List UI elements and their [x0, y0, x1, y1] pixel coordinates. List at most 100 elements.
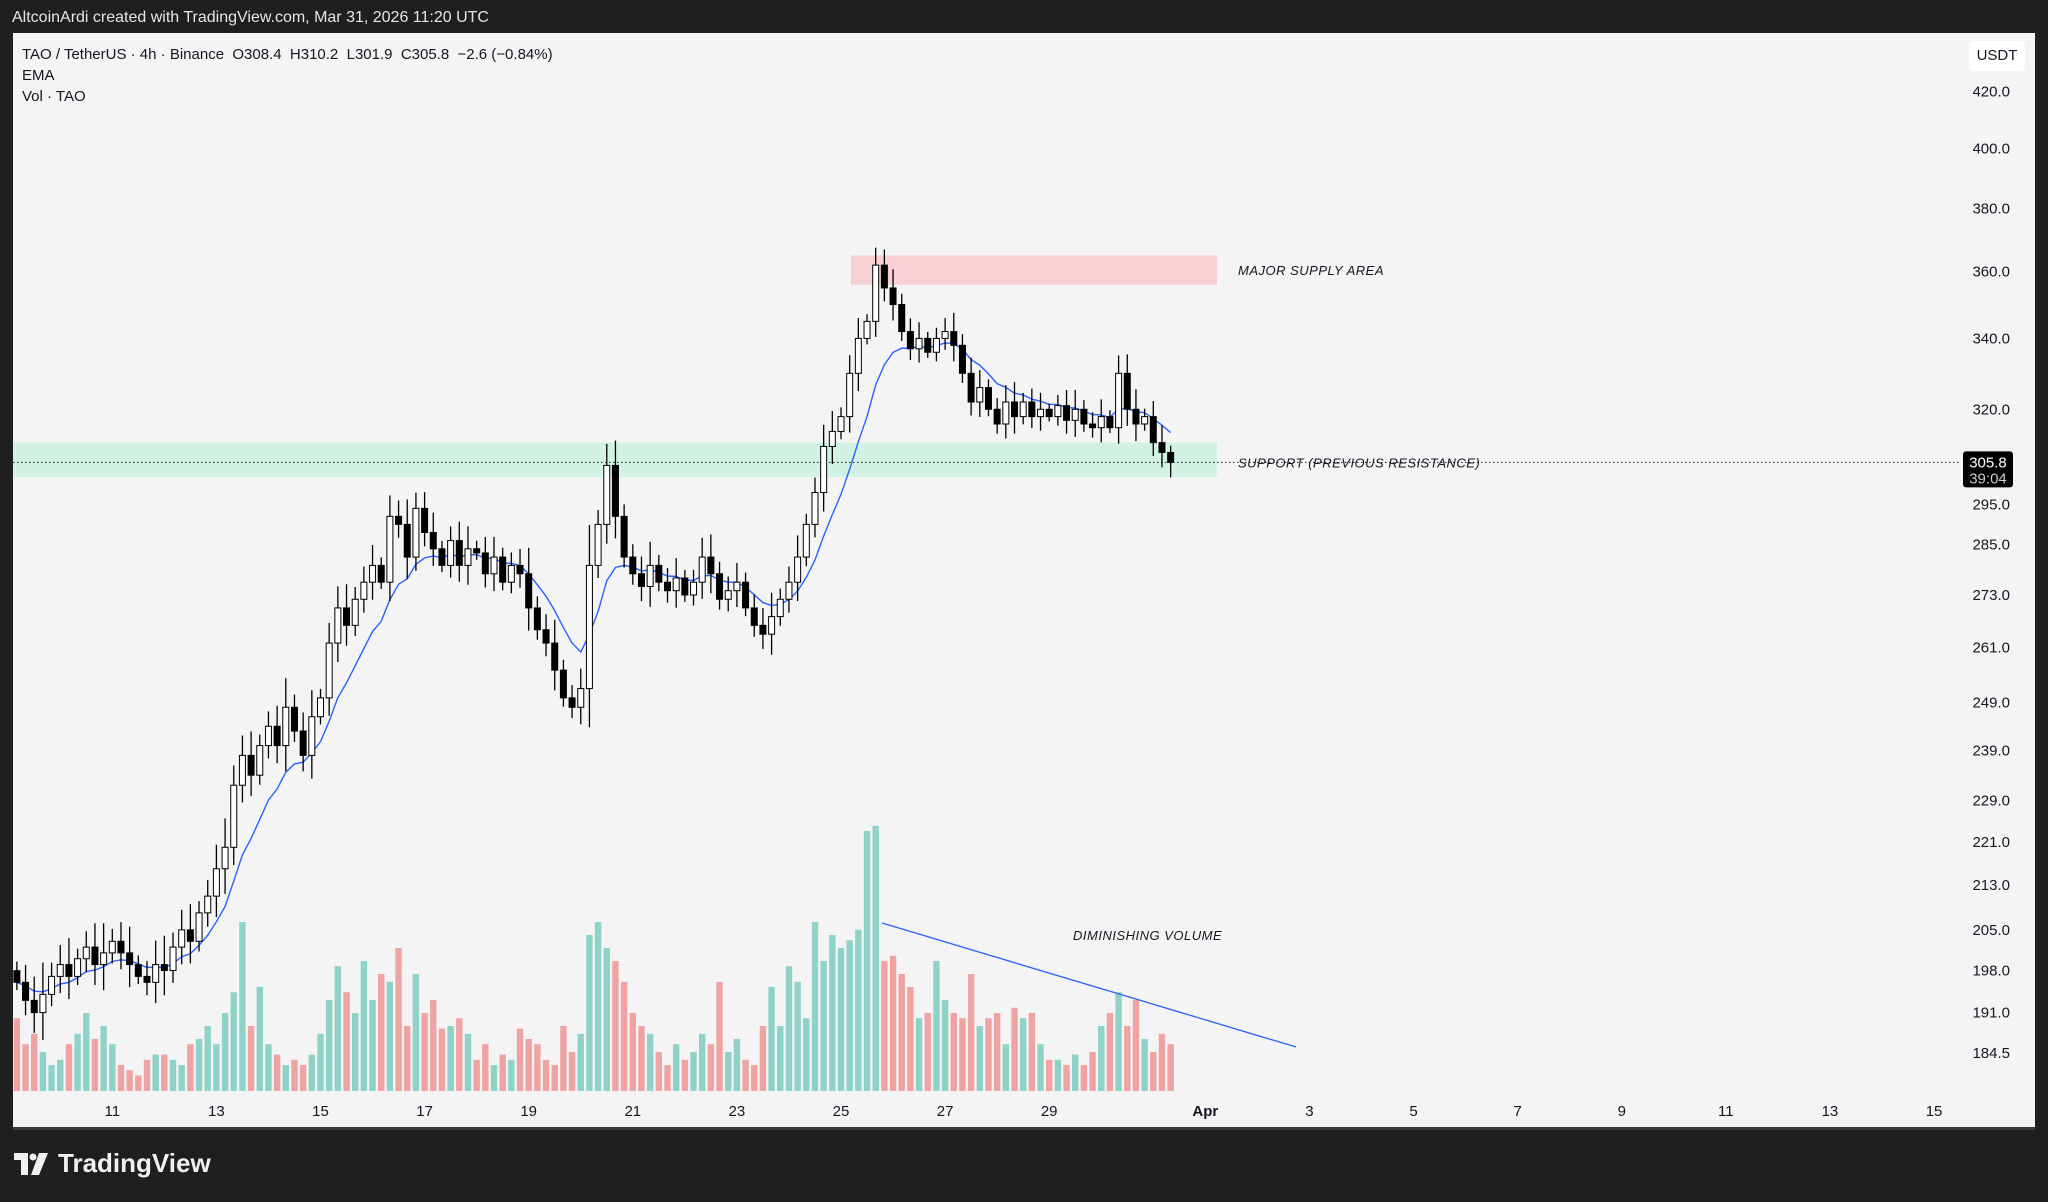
- chart-panel[interactable]: [13, 33, 2035, 1130]
- volume-bar: [204, 1026, 211, 1091]
- candle: [1115, 355, 1123, 444]
- candle: [898, 293, 906, 341]
- time-axis: 11 13 15 17 19 21 23 25 27 29 Apr 3 5 7 9 11 13 15: [105, 1103, 1943, 1120]
- candle: [828, 411, 836, 464]
- price-tick-label: 285.0: [1972, 537, 2010, 554]
- candle-body: [91, 946, 99, 966]
- volume-bar: [169, 1059, 177, 1091]
- candle: [325, 622, 333, 716]
- candle-body: [889, 287, 897, 306]
- ema-indicator-label[interactable]: EMA: [22, 67, 55, 84]
- candle-body: [117, 940, 125, 954]
- candle-body: [533, 607, 541, 631]
- candle: [637, 556, 645, 602]
- candle-body: [1158, 442, 1166, 453]
- candle-body: [950, 331, 958, 346]
- candle-body: [802, 523, 810, 558]
- candle-body: [672, 577, 680, 592]
- volume-bar: [265, 1044, 272, 1091]
- candle: [308, 690, 316, 779]
- candle-body: [455, 540, 463, 566]
- candle-body: [438, 548, 446, 566]
- candle: [1063, 390, 1071, 434]
- candle-body: [750, 607, 758, 626]
- candle-body: [1106, 416, 1114, 429]
- volume-bar: [933, 961, 940, 1091]
- price-tick-label: 400.0: [1972, 140, 2010, 157]
- candle-body: [1141, 416, 1149, 425]
- volume-bar: [291, 1059, 298, 1091]
- volume-label: DIMINISHING VOLUME: [1073, 928, 1222, 943]
- candle-body: [681, 577, 689, 596]
- volume-bar: [733, 1039, 741, 1091]
- candle-body: [611, 464, 619, 517]
- candle: [429, 512, 437, 566]
- candle-body: [82, 946, 90, 960]
- time-tick-label: 9: [1618, 1103, 1626, 1120]
- volume-bar: [846, 940, 853, 1091]
- time-tick-label: 11: [1718, 1103, 1734, 1120]
- candle-body: [776, 598, 784, 618]
- candle: [750, 594, 758, 637]
- candle: [490, 536, 498, 592]
- candle: [646, 541, 654, 607]
- time-tick-label: 29: [1041, 1103, 1058, 1120]
- candle-body: [1063, 405, 1071, 421]
- volume-bar: [404, 1026, 411, 1091]
- volume-bar: [950, 1013, 957, 1091]
- candle-body: [1011, 401, 1018, 418]
- volume-indicator-label[interactable]: Vol · TAO: [22, 88, 86, 105]
- volume-bar: [1167, 1044, 1174, 1091]
- candle: [1028, 388, 1036, 429]
- price-tick-label: 205.0: [1972, 922, 2010, 939]
- candle-body: [343, 607, 351, 626]
- candle-body: [221, 846, 229, 870]
- volume-bar: [872, 825, 879, 1091]
- candle-body: [568, 697, 576, 708]
- candle-body: [160, 964, 168, 971]
- volume-bar: [117, 1065, 125, 1091]
- candle-body: [30, 999, 38, 1014]
- candle: [1071, 389, 1079, 437]
- bar-countdown: 39:04: [1969, 470, 2007, 487]
- candle: [594, 509, 602, 578]
- candle-body: [481, 552, 489, 575]
- candle: [559, 659, 567, 707]
- candle: [889, 269, 897, 321]
- volume-bar: [655, 1052, 663, 1091]
- candle-body: [759, 624, 767, 635]
- candle: [1019, 392, 1027, 425]
- candle-body: [299, 730, 307, 756]
- volume-bar: [915, 1018, 923, 1091]
- candle-body: [551, 642, 559, 671]
- volume-bar: [178, 1065, 185, 1091]
- candle: [794, 535, 802, 601]
- symbol-ohlc[interactable]: TAO / TetherUS · 4h · Binance O308.4 H31…: [22, 46, 553, 63]
- candle: [238, 735, 246, 803]
- candle-body: [308, 716, 316, 756]
- candle-body: [742, 581, 750, 609]
- candle-body: [108, 940, 116, 954]
- volume-bar: [39, 1052, 47, 1091]
- candle-body: [499, 556, 507, 583]
- volume-bar: [213, 1044, 220, 1091]
- candle-body: [811, 492, 819, 525]
- volume-bar: [352, 1013, 359, 1091]
- candle-body: [690, 581, 698, 596]
- candle: [134, 955, 142, 985]
- currency-button[interactable]: USDT: [1969, 41, 2025, 71]
- candle: [785, 566, 793, 613]
- candle-body: [646, 564, 654, 587]
- support-label: SUPPORT (PREVIOUS RESISTANCE): [1238, 455, 1480, 470]
- candle: [464, 526, 472, 585]
- supply-zone[interactable]: [851, 255, 1217, 285]
- candle: [403, 499, 411, 579]
- candle: [690, 569, 698, 606]
- volume-bar: [690, 1052, 697, 1091]
- tradingview-logo[interactable]: TradingView: [14, 1148, 211, 1179]
- volume-bar: [100, 1026, 107, 1091]
- candle: [906, 318, 914, 361]
- candle-body: [22, 981, 30, 1001]
- volume-trendline[interactable]: [881, 922, 1297, 1048]
